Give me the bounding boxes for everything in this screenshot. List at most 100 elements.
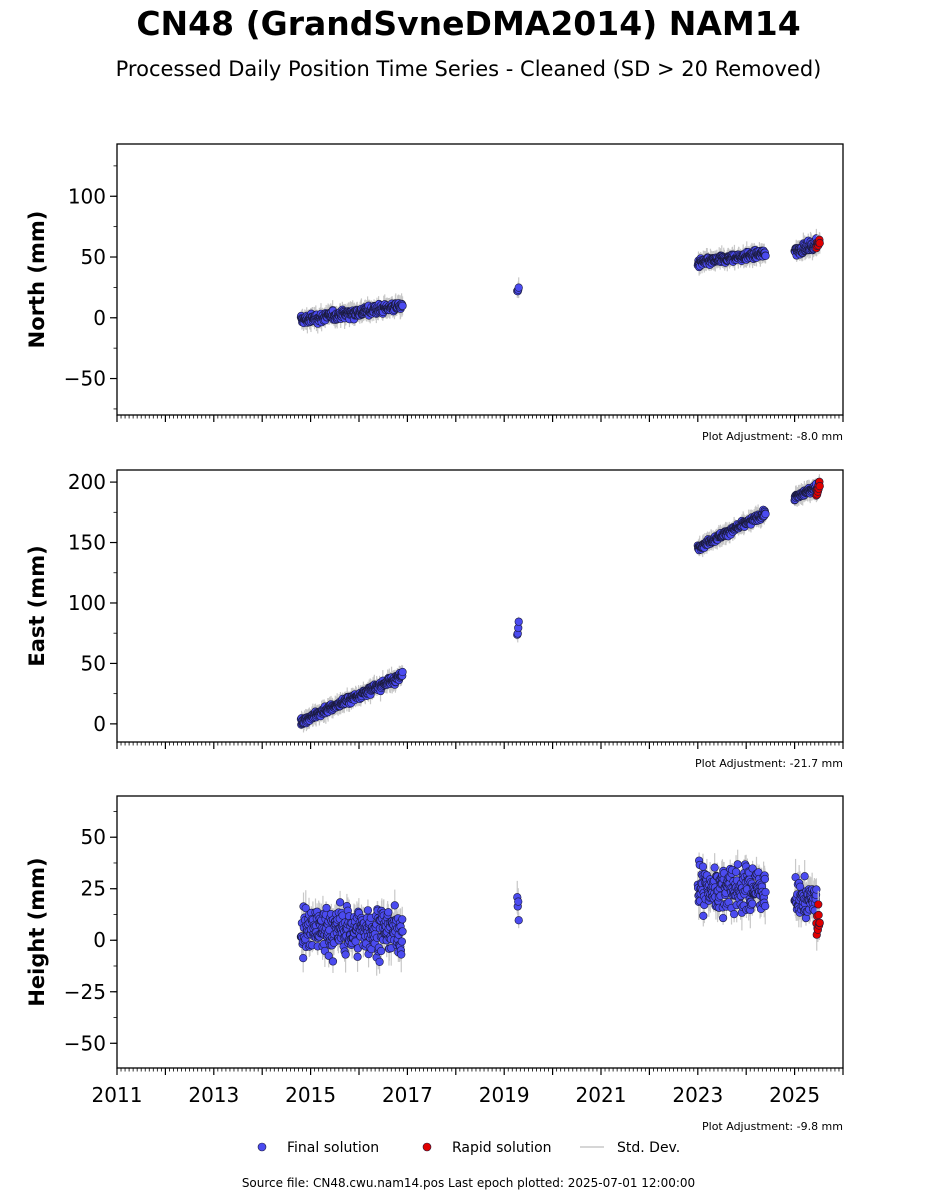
y-tick-label: 50	[81, 245, 106, 269]
legend-marker	[422, 1142, 432, 1152]
data-point	[341, 950, 350, 959]
y-tick-label: −50	[64, 367, 106, 391]
data-point	[322, 903, 331, 913]
data-point	[731, 867, 741, 877]
data-point	[299, 954, 308, 963]
data-point	[328, 957, 338, 966]
data-point	[514, 617, 523, 626]
data-point	[324, 951, 333, 960]
data-point	[761, 251, 770, 260]
data-point	[301, 904, 310, 913]
legend-item: Rapid solution	[422, 1140, 552, 1156]
data-points	[296, 228, 824, 334]
plot-frame	[116, 143, 844, 416]
y-tick-label: 0	[93, 306, 106, 330]
legend-item: Std. Dev.	[580, 1140, 680, 1156]
data-point	[514, 897, 523, 906]
plot-adjustment-label: Plot Adjustment: -8.0 mm	[702, 430, 843, 443]
x-tick-label: 2019	[479, 1083, 530, 1107]
legend: Final solution Rapid solution Std. Dev.	[257, 1140, 680, 1156]
data-points	[296, 474, 824, 733]
x-tick-label: 2021	[576, 1083, 627, 1107]
y-axis: 0 50 100 150 200	[68, 470, 117, 736]
y-tick-label: 50	[81, 651, 106, 675]
plot-frame	[116, 469, 844, 743]
data-point	[375, 957, 384, 966]
data-point	[699, 911, 708, 920]
rapid-solution-points	[812, 900, 824, 939]
data-point	[814, 900, 823, 909]
final-solution-points	[296, 479, 821, 729]
data-point	[814, 910, 823, 920]
legend-label: Rapid solution	[452, 1140, 552, 1156]
data-point	[397, 937, 407, 946]
plot-adjustment-label: Plot Adjustment: -9.8 mm	[702, 1120, 843, 1133]
x-tick-label: 2017	[382, 1083, 433, 1107]
data-point	[384, 908, 393, 917]
data-point	[815, 481, 824, 491]
data-point	[397, 950, 406, 959]
data-point	[761, 902, 770, 911]
y-tick-label: 100	[68, 591, 106, 615]
data-point	[710, 863, 719, 872]
chart-title: CN48 (GrandSvneDMA2014) NAM14	[136, 4, 801, 43]
x-tick-label: 2023	[672, 1083, 723, 1107]
data-point	[398, 915, 407, 924]
final-solution-points	[296, 856, 821, 966]
std-dev-bars	[300, 228, 817, 334]
data-points	[296, 849, 824, 976]
y-tick-label: 200	[68, 470, 106, 494]
legend-label: Final solution	[287, 1140, 379, 1156]
panel-height: 2011 2013 2015 2017 2019 2021 2023 2025 −50 −25 0 2…	[25, 795, 844, 1133]
x-tick-label: 2015	[285, 1083, 336, 1107]
y-tick-label: −25	[64, 980, 106, 1004]
data-point	[377, 946, 386, 956]
x-tick-label: 2013	[188, 1083, 239, 1107]
data-point	[761, 888, 770, 897]
data-point	[761, 509, 770, 519]
data-point	[815, 239, 824, 248]
x-axis	[116, 415, 844, 422]
x-tick-label: 2025	[769, 1083, 820, 1107]
x-axis: 2011 2013 2015 2017 2019 2021 2023 2025	[92, 1068, 844, 1107]
y-axis-label: North (mm)	[25, 211, 49, 349]
plot-frame	[116, 795, 844, 1069]
panel-north: −50 0 50 100 North (mm) Plot Adjustment: -8.0…	[25, 143, 844, 443]
y-tick-label: 150	[68, 531, 106, 555]
data-point	[514, 283, 523, 292]
data-point	[733, 860, 742, 869]
chart-subtitle: Processed Daily Position Time Series - C…	[115, 57, 822, 81]
legend-item: Final solution	[257, 1140, 379, 1156]
plot-adjustment-label: Plot Adjustment: -21.7 mm	[695, 757, 843, 770]
data-point	[390, 901, 399, 910]
y-tick-label: 0	[93, 712, 106, 736]
data-point	[398, 301, 407, 310]
data-point	[363, 906, 373, 915]
y-tick-label: 25	[81, 877, 106, 901]
x-tick-label: 2011	[92, 1083, 143, 1107]
y-tick-label: 0	[93, 928, 106, 952]
data-point	[398, 667, 407, 677]
data-point	[815, 918, 824, 927]
source-line: Source file: CN48.cwu.nam14.pos Last epo…	[241, 1176, 696, 1190]
data-point	[698, 862, 708, 871]
data-point	[718, 913, 728, 923]
data-point	[398, 927, 407, 936]
panel-east: 0 50 100 150 200 East (mm) Plot Adjustment: -2…	[25, 469, 844, 770]
rapid-solution-points	[812, 477, 824, 500]
legend-marker	[257, 1142, 267, 1152]
y-axis: −50 0 50 100	[64, 165, 117, 410]
y-tick-label: 50	[81, 825, 106, 849]
data-point	[748, 899, 757, 908]
data-point	[353, 952, 362, 961]
data-point	[812, 885, 821, 894]
data-point	[800, 872, 809, 881]
y-axis-label: Height (mm)	[25, 857, 49, 1006]
legend-label: Std. Dev.	[617, 1140, 680, 1156]
data-point	[730, 910, 739, 919]
data-point	[335, 898, 345, 907]
data-point	[514, 916, 523, 925]
y-tick-label: −50	[64, 1031, 106, 1055]
data-point	[760, 874, 770, 884]
